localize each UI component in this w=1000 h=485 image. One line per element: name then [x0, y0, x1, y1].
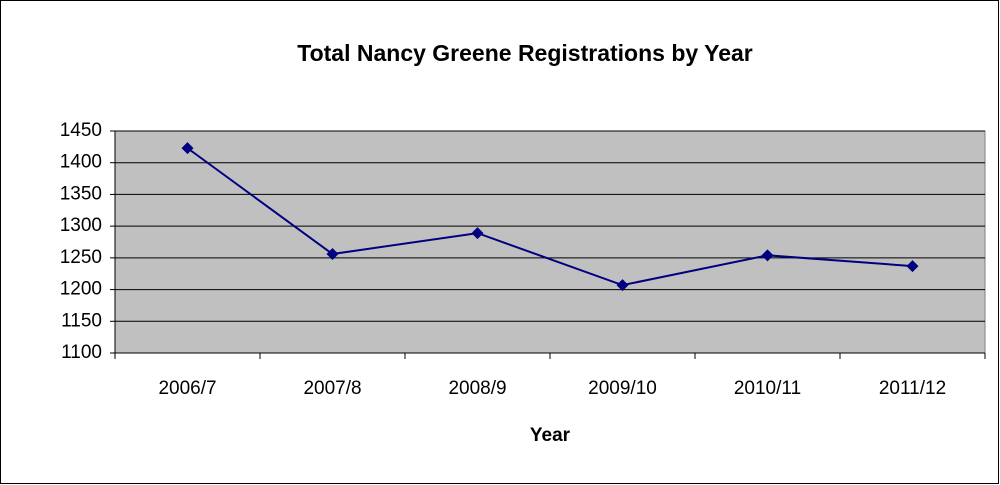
- y-tick-label: 1200: [60, 279, 102, 300]
- y-tick-label: 1100: [61, 342, 102, 363]
- data-point: [906, 260, 919, 273]
- y-tick-label: 1450: [60, 120, 102, 141]
- data-point: [326, 248, 339, 261]
- data-point: [761, 249, 774, 262]
- y-tick-label: 1300: [60, 215, 102, 236]
- y-tick-label: 1400: [60, 152, 102, 173]
- data-line: [186, 147, 913, 287]
- x-tick-label: 2007/8: [303, 378, 361, 399]
- x-tick-label: 2006/7: [158, 378, 216, 399]
- data-point: [181, 142, 194, 155]
- x-axis-title: Year: [530, 425, 571, 446]
- x-tick-label: 2009/10: [588, 378, 657, 399]
- data-point: [616, 279, 629, 292]
- y-tick-label: 1250: [60, 247, 102, 268]
- x-tick-label: 2008/9: [448, 378, 506, 399]
- data-point: [471, 227, 484, 240]
- y-tick-label: 1350: [60, 183, 102, 204]
- y-tick-label: 1150: [61, 310, 102, 331]
- x-tick-label: 2010/11: [734, 378, 801, 399]
- chart-title: Total Nancy Greene Registrations by Year: [297, 40, 753, 66]
- x-tick-label: 2011/12: [879, 378, 946, 399]
- plot-area: [114, 130, 986, 354]
